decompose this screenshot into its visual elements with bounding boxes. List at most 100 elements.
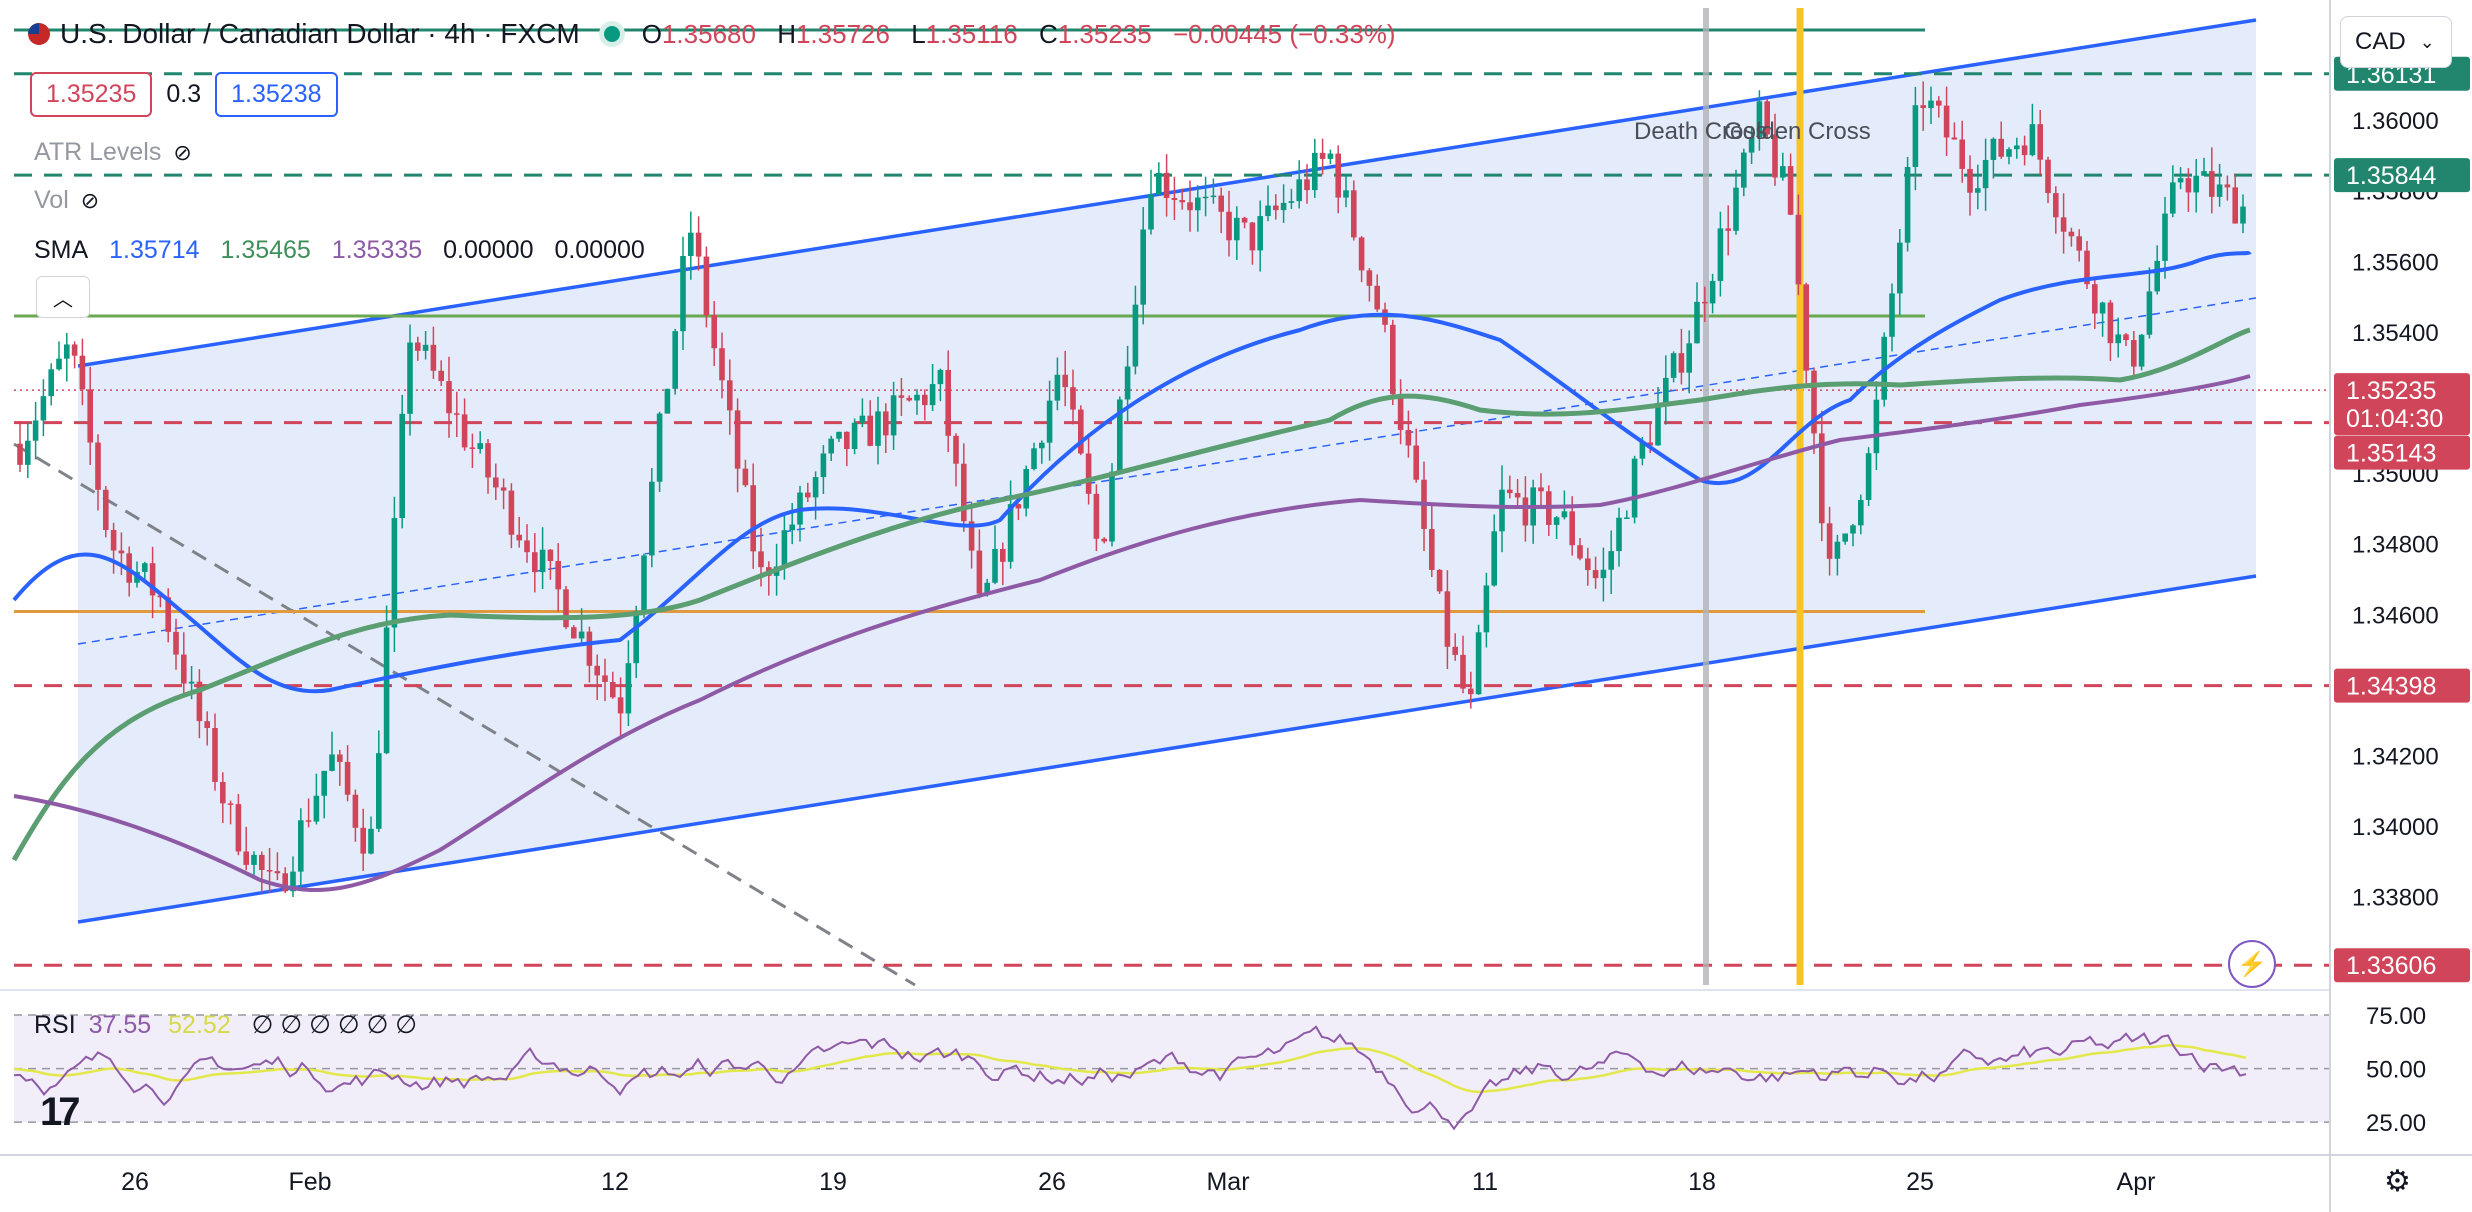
candle-body-275 <box>2162 213 2168 261</box>
price-label-1: 1.35844 <box>2346 162 2436 190</box>
candle-body-147 <box>1163 172 1170 198</box>
sell-button[interactable]: 1.35235 <box>30 72 153 117</box>
candle-body-224 <box>1764 101 1770 135</box>
price-label-bg-6 <box>2334 948 2470 983</box>
candle-body-136 <box>1078 409 1084 454</box>
candle-body-231 <box>1819 433 1825 524</box>
candle-body-146 <box>1156 172 1162 195</box>
candle-body-167 <box>1319 152 1326 159</box>
candle-body-166 <box>1312 152 1318 191</box>
candle-body-140 <box>1109 471 1115 542</box>
candle-body-43 <box>352 794 359 828</box>
candle-body-256 <box>2014 145 2020 150</box>
candle-body-135 <box>1070 387 1076 410</box>
candle-body-220 <box>1733 187 1739 231</box>
candle-body-91 <box>727 380 733 411</box>
candle-body-70 <box>563 589 569 628</box>
candle-body-218 <box>1717 228 1724 281</box>
currency-select[interactable]: CAD ⌄ <box>2340 16 2452 68</box>
candle-body-238 <box>1873 399 1880 454</box>
candle-body-265 <box>2084 250 2090 285</box>
candle-body-266 <box>2092 284 2098 314</box>
candle-body-259 <box>2037 124 2043 160</box>
candle-body-226 <box>1780 166 1786 178</box>
time-tick-6: 11 <box>1472 1168 1498 1196</box>
candle-body-174 <box>1374 285 1380 310</box>
price-tick-4: 1.35400 <box>2352 320 2439 347</box>
collapse-legend-button[interactable]: ︿ <box>36 276 90 318</box>
candle-body-227 <box>1787 166 1794 215</box>
sma-label: SMA <box>34 236 89 264</box>
candle-body-53 <box>430 344 437 371</box>
candle-body-263 <box>2068 231 2075 237</box>
candle-body-55 <box>446 381 452 414</box>
candle-body-232 <box>1826 523 1833 559</box>
price-tick-8: 1.34600 <box>2352 602 2439 629</box>
ohlc-readout: O1.35680 H1.35726 L1.35116 C1.35235 −0.0… <box>642 19 1410 50</box>
candle-body-27 <box>227 803 234 805</box>
candle-body-152 <box>1202 196 1209 199</box>
candle-body-222 <box>1748 137 1755 153</box>
candle-body-30 <box>251 854 257 865</box>
candle-body-233 <box>1834 541 1841 559</box>
candle-body-192 <box>1514 493 1521 498</box>
candle-body-47 <box>383 627 390 754</box>
atr-levels-legend[interactable]: ATR Levels ⊘ <box>34 138 192 167</box>
candle-body-216 <box>1702 301 1708 304</box>
candle-body-252 <box>1982 159 1989 189</box>
candle-body-205 <box>1616 517 1622 552</box>
eye-hidden-icon[interactable]: ⊘ <box>173 140 192 165</box>
price-label-6: 1.33606 <box>2346 952 2436 980</box>
candle-body-207 <box>1631 458 1638 518</box>
candle-body-264 <box>2076 236 2082 251</box>
buy-button[interactable]: 1.35238 <box>215 72 338 117</box>
symbol-title[interactable]: U.S. Dollar / Canadian Dollar · 4h · FXC… <box>60 18 580 49</box>
candle-body-190 <box>1499 489 1505 532</box>
candle-body-115 <box>914 394 920 401</box>
candle-body-13 <box>118 550 125 554</box>
candle-body-202 <box>1592 570 1599 579</box>
candle-body-131 <box>1039 442 1045 449</box>
eye-hidden-icon[interactable]: ⊘ <box>80 188 100 213</box>
regression-channel <box>13 18 2257 987</box>
ohlc-low: 1.35116 <box>925 18 1018 49</box>
candle-body-162 <box>1280 202 1287 211</box>
candle-body-36 <box>298 820 304 872</box>
time-axis: 26 Feb 12 19 26 Mar 11 18 25 Apr <box>0 1154 2472 1196</box>
ohlc-high: 1.35726 <box>795 18 890 49</box>
price-label-2: 1.35235 <box>2346 377 2436 405</box>
ohlc-change: −0.00445 (−0.33%) <box>1172 18 1396 49</box>
atr-levels-label: ATR Levels <box>34 138 162 166</box>
candle-body-48 <box>391 518 398 628</box>
candle-body-113 <box>898 395 905 398</box>
candle-body-6 <box>64 344 70 359</box>
candle-body-105 <box>836 431 842 439</box>
candle-body-123 <box>976 550 983 594</box>
candle-body-116 <box>922 394 928 406</box>
candle-body-253 <box>1990 138 1997 160</box>
candle-body-87 <box>695 232 702 257</box>
candle-body-212 <box>1670 353 1677 378</box>
candle-body-61 <box>493 477 499 488</box>
candle-body-245 <box>1928 100 1934 109</box>
tradingview-logo[interactable]: 17 <box>40 1090 80 1134</box>
candle-body-274 <box>2154 260 2160 292</box>
vol-legend[interactable]: Vol ⊘ <box>34 186 99 215</box>
sma-mid-line <box>11 327 2251 862</box>
lightning-icon[interactable]: ⚡ <box>2228 940 2276 988</box>
rsi-legend[interactable]: RSI 37.55 52.52 ∅ ∅ ∅ ∅ ∅ ∅ <box>34 1010 417 1040</box>
sma-legend[interactable]: SMA 1.35714 1.35465 1.35335 0.00000 0.00… <box>34 236 659 265</box>
candle-body-215 <box>1694 301 1700 344</box>
candle-body-108 <box>859 415 866 423</box>
candle-body-254 <box>1998 138 2004 157</box>
candle-body-198 <box>1561 511 1568 518</box>
candle-body-80 <box>641 555 647 611</box>
settings-gear-icon[interactable]: ⚙ <box>2384 1165 2411 1198</box>
candle-body-181 <box>1429 529 1435 570</box>
ohlc-high-key: H <box>777 18 796 49</box>
candle-body-230 <box>1811 370 1817 434</box>
candle-body-10 <box>95 442 101 490</box>
candle-body-141 <box>1117 399 1123 472</box>
candle-body-145 <box>1148 194 1154 230</box>
